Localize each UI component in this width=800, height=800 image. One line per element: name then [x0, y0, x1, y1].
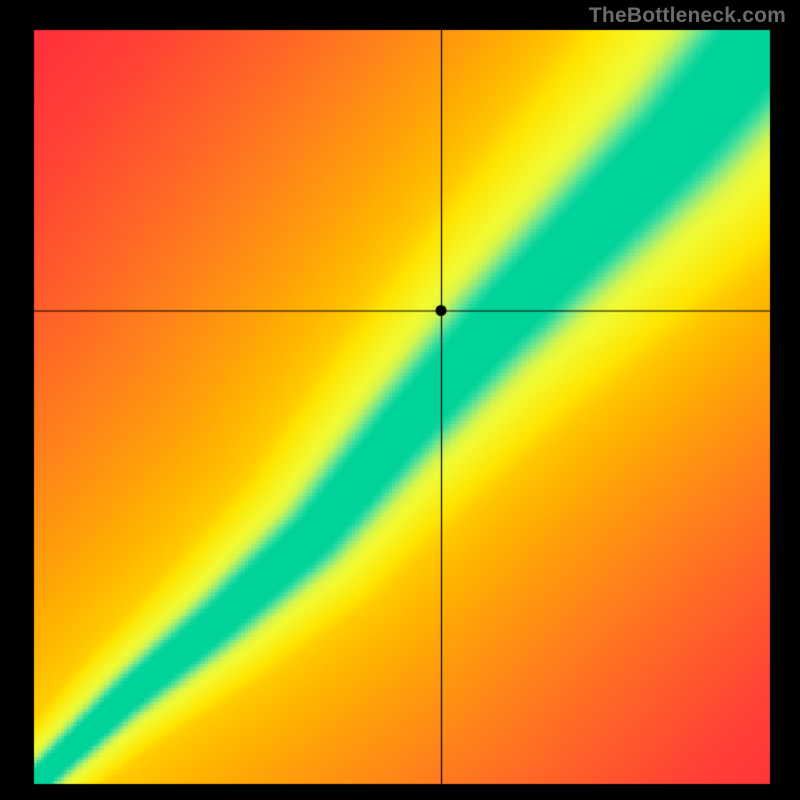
overlay-canvas: [0, 0, 800, 800]
chart-container: TheBottleneck.com: [0, 0, 800, 800]
watermark-text: TheBottleneck.com: [589, 4, 786, 28]
